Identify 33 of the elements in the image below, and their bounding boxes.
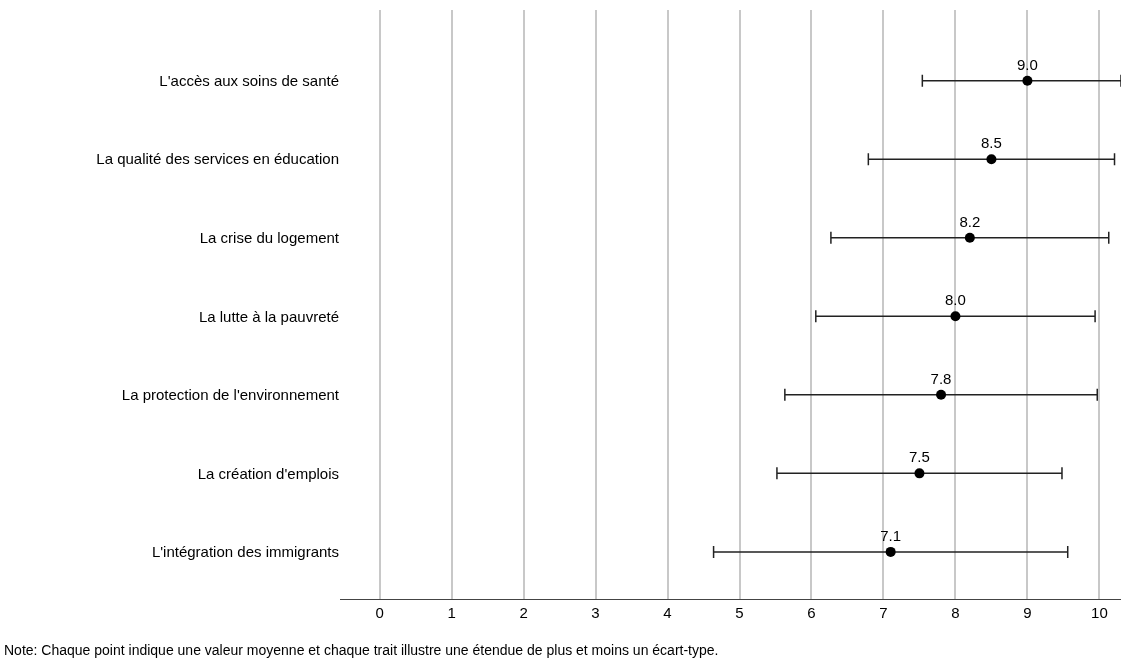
x-tick-label: 1: [447, 604, 456, 621]
point: [950, 311, 961, 322]
point: [1022, 75, 1033, 86]
data-label: 7.8: [930, 369, 952, 387]
x-tick-label: 3: [591, 604, 600, 621]
data-label: 7.5: [909, 448, 930, 466]
x-tick-label: 7: [879, 604, 888, 621]
x-tick-label: 10: [1091, 604, 1108, 621]
x-tick-label: 6: [807, 604, 816, 621]
point: [986, 154, 997, 165]
y-tick-label: La crise du logement: [199, 229, 340, 246]
data-label: 8.5: [981, 134, 1002, 152]
x-tick-label: 0: [375, 604, 384, 621]
x-tick-label: 9: [1023, 604, 1032, 621]
text: Note: Chaque point indique une valeur moyenne et chaque trait illustre une étendue de plus et moins un écart-type.: [4, 642, 719, 658]
x-tick-label: 8: [951, 604, 960, 621]
x-tick-label: 2: [519, 604, 528, 621]
x-tick-label: 4: [663, 604, 672, 621]
y-tick-label: La création d'emplois: [197, 464, 339, 482]
y-tick-label: L'intégration des immigrants: [151, 543, 339, 561]
data-label: 9.0: [1016, 55, 1038, 73]
y-tick-label: L'accès aux soins de santé: [159, 71, 339, 89]
data-label: 8.0: [945, 291, 966, 309]
point: [964, 232, 975, 243]
y-tick-label: La qualité des services en éducation: [96, 150, 339, 168]
data-label: 8.2: [959, 212, 981, 230]
point: [936, 389, 947, 400]
point: [914, 468, 925, 479]
x-tick-label: 5: [735, 604, 744, 621]
y-tick-label: La protection de l'environnement: [121, 386, 340, 404]
point: [885, 546, 896, 557]
y-tick-label: La lutte à la pauvreté: [198, 307, 339, 325]
data-label: 7.1: [880, 526, 902, 544]
